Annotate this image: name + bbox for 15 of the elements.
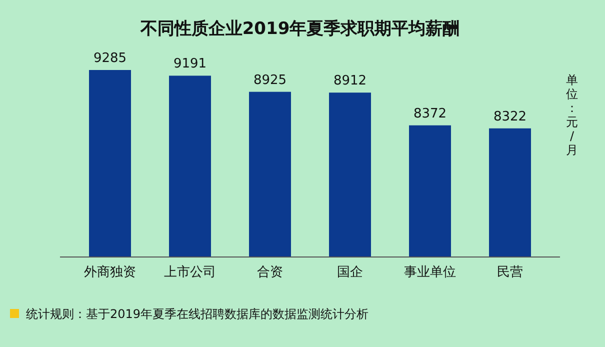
y-axis-title: 单位：元/月: [566, 73, 578, 157]
chart-title: 不同性质企业2019年夏季求职期平均薪酬: [139, 19, 460, 39]
x-tick-label: 上市公司: [164, 265, 216, 280]
data-label: 8372: [413, 106, 447, 122]
x-tick-label: 合资: [257, 265, 283, 280]
x-tick-label: 国企: [337, 265, 363, 280]
data-label: 9285: [93, 51, 127, 66]
data-label: 8912: [333, 74, 367, 89]
data-label: 8322: [493, 109, 527, 124]
data-label: 9191: [173, 56, 207, 72]
data-label: 8925: [253, 72, 287, 88]
x-tick-label: 外商独资: [84, 265, 136, 280]
x-tick-label: 事业单位: [404, 265, 456, 280]
text: 统计规则：基于2019年夏季在线招聘数据库的数据监测统计分析: [26, 307, 369, 321]
x-tick-label: 民营: [497, 265, 523, 280]
